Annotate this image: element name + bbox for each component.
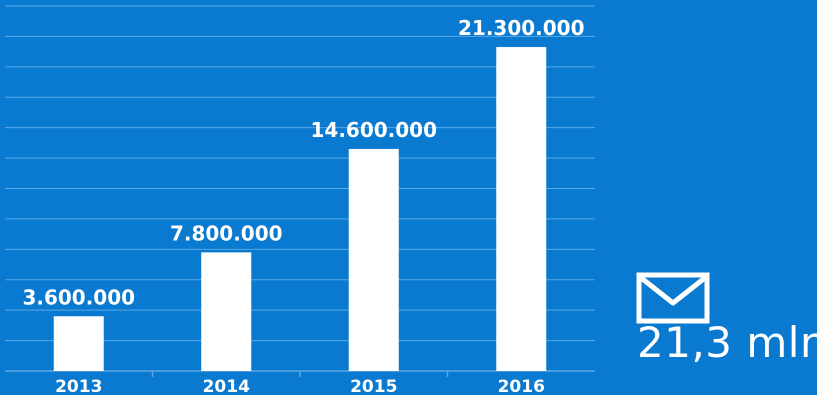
value-label-2016: 21.300.000 [458, 16, 585, 40]
x-tick-labels: 2013 2014 2015 2016 [55, 377, 545, 395]
total-label: 21,3 mln [637, 318, 817, 367]
bar-chart: 3.600.000 7.800.000 14.600.000 21.300.000 2… [5, 5, 595, 395]
bars [53, 47, 547, 371]
bar-2014 [201, 252, 252, 371]
tick-label-2013: 2013 [55, 377, 102, 395]
bar-2016 [496, 47, 547, 371]
tick-label-2014: 2014 [203, 377, 250, 395]
tick-label-2016: 2016 [498, 377, 545, 395]
envelope-icon [636, 272, 710, 324]
bar-2013 [53, 316, 104, 371]
value-label-2015: 14.600.000 [310, 118, 437, 142]
value-labels: 3.600.000 7.800.000 14.600.000 21.300.000 [22, 16, 584, 309]
value-label-2013: 3.600.000 [22, 285, 135, 309]
bar-2015 [348, 148, 399, 371]
tick-label-2015: 2015 [350, 377, 397, 395]
value-label-2014: 7.800.000 [170, 221, 283, 245]
summary-panel: 21,3 mln [600, 262, 817, 382]
